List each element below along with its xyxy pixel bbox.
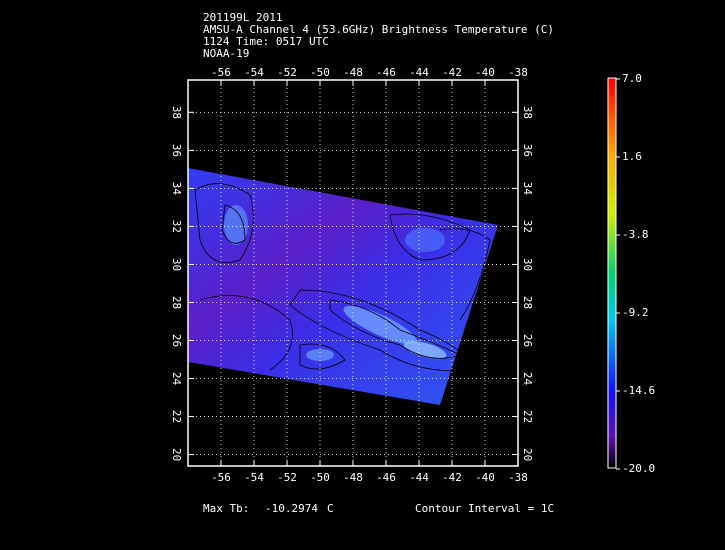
y-tick-label: 22: [521, 410, 534, 423]
y-tick-label: 36: [521, 144, 534, 157]
x-tick-label: -52: [277, 66, 297, 79]
x-tick-label: -50: [310, 66, 330, 79]
warm-band: [343, 305, 417, 345]
y-tick-label: 30: [170, 258, 183, 271]
y-tick-label: 34: [170, 182, 183, 196]
y-tick-label: 26: [521, 334, 534, 347]
x-tick-label: -40: [475, 471, 495, 484]
x-tick-label: -54: [244, 471, 264, 484]
warm-patch: [224, 205, 248, 245]
colorbar-label: 7.0: [622, 72, 642, 85]
warm-band: [403, 341, 447, 359]
x-tick-label: -56: [211, 66, 231, 79]
x-tick-label: -46: [376, 471, 396, 484]
colorbar-label: -14.6: [622, 384, 655, 397]
colorbar-label: -20.0: [622, 462, 655, 475]
x-tick-label: -50: [310, 471, 330, 484]
x-tick-label: -44: [409, 471, 429, 484]
title-line: NOAA-19: [203, 47, 249, 60]
contour: [289, 289, 471, 372]
y-tick-label: 32: [170, 220, 183, 233]
x-tick-label: -42: [442, 471, 462, 484]
x-tick-label: -40: [475, 66, 495, 79]
colorbar-label: 1.6: [622, 150, 642, 163]
x-tick-label: -38: [508, 66, 528, 79]
x-tick-label: -44: [409, 66, 429, 79]
swath: [188, 168, 498, 405]
colorbar: [607, 77, 617, 469]
colorbar-label: -9.2: [622, 306, 649, 319]
y-tick-label: 20: [521, 448, 534, 461]
footer-contour: Contour Interval = 1C: [415, 502, 554, 515]
title-line: AMSU-A Channel 4 (53.6GHz) Brightness Te…: [203, 23, 554, 36]
warm-patch: [306, 349, 334, 361]
x-tick-label: -52: [277, 471, 297, 484]
y-tick-label: 22: [170, 410, 183, 423]
y-tick-label: 24: [170, 372, 183, 386]
footer-label: Max Tb:: [203, 502, 249, 515]
colorbar-label: -3.8: [622, 228, 649, 241]
title-line: 1124 Time: 0517 UTC: [203, 35, 329, 48]
y-tick-label: 36: [170, 144, 183, 157]
x-tick-label: -38: [508, 471, 528, 484]
contour: [389, 213, 471, 261]
y-tick-label: 26: [170, 334, 183, 347]
x-tick-label: -56: [211, 471, 231, 484]
y-tick-label: 28: [170, 296, 183, 309]
warm-patch: [405, 228, 445, 252]
y-tick-label: 38: [170, 106, 183, 119]
swath-fill: [188, 168, 498, 405]
y-tick-label: 30: [521, 258, 534, 271]
y-tick-label: 34: [521, 182, 534, 196]
title-line: 201199L 2011: [203, 11, 282, 24]
contour: [199, 295, 293, 371]
plot-frame: [187, 79, 519, 467]
y-tick-label: 24: [521, 372, 534, 386]
y-tick-label: 38: [521, 106, 534, 119]
footer-value: -10.2974: [265, 502, 318, 515]
y-tick-label: 28: [521, 296, 534, 309]
contour: [329, 299, 462, 359]
x-tick-label: -54: [244, 66, 264, 79]
x-tick-label: -46: [376, 66, 396, 79]
contour: [221, 204, 246, 244]
x-tick-label: -48: [343, 66, 363, 79]
x-tick-label: -42: [442, 66, 462, 79]
contour: [299, 343, 346, 370]
y-tick-label: 32: [521, 220, 534, 233]
contour: [439, 228, 491, 321]
contour: [194, 183, 254, 263]
footer-unit: C: [327, 502, 334, 515]
x-tick-label: -48: [343, 471, 363, 484]
y-tick-label: 20: [170, 448, 183, 461]
